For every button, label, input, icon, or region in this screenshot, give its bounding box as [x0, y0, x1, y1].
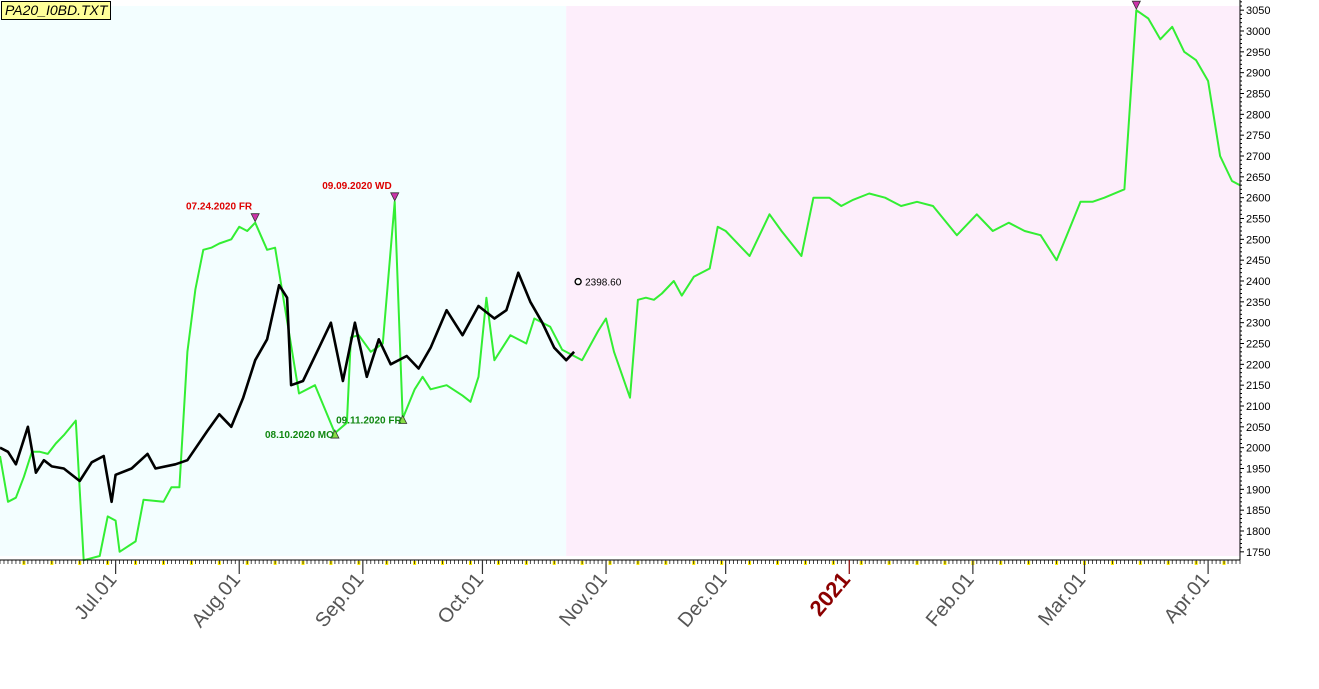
- y-tick-label: 2050: [1246, 422, 1270, 434]
- y-tick-label: 2750: [1246, 130, 1270, 142]
- low-marker-icon: [330, 429, 340, 439]
- y-tick-label: 2300: [1246, 318, 1270, 330]
- y-tick-label: 2900: [1246, 68, 1270, 80]
- high-marker-icon: [250, 213, 260, 223]
- series-layer: 2398.60: [0, 9, 1241, 562]
- y-tick-label: 2800: [1246, 109, 1270, 121]
- x-month-label: Sep.01: [311, 569, 369, 632]
- x-year-label: 2021: [804, 567, 855, 621]
- history-background: [0, 6, 567, 556]
- y-tick-label: 2450: [1246, 255, 1270, 267]
- y-tick-label: 1900: [1246, 484, 1270, 496]
- y-tick-label: 2100: [1246, 401, 1270, 413]
- x-month-label: Jul.01: [70, 569, 121, 624]
- annotation-layer: 07.24.2020 FR 09.09.2020 WD 08.10.2020 MO0…: [186, 0, 1141, 441]
- y-tick-label: 1750: [1246, 547, 1270, 559]
- last-value-marker: [574, 277, 582, 286]
- y-tick-label: 2000: [1246, 443, 1270, 455]
- y-tick-label: 2250: [1246, 339, 1270, 351]
- y-tick-label: 2400: [1246, 276, 1270, 288]
- high-annotation-label: 07.24.2020 FR: [186, 202, 253, 213]
- y-tick-label: 1850: [1246, 505, 1270, 517]
- low-annotation-label: 09.11.2020 FR: [336, 416, 402, 427]
- y-tick-label: 3000: [1246, 26, 1270, 38]
- y-tick-label: 2550: [1246, 214, 1270, 226]
- x-month-label: Nov.01: [555, 569, 612, 631]
- high-marker-icon: [1131, 0, 1141, 11]
- y-tick-label: 2700: [1246, 151, 1270, 163]
- high-marker-icon: [390, 192, 400, 202]
- y-axis: 1750 1800 1850 1900 1950 2000 2050 2100 2150 2200…: [1239, 0, 1270, 560]
- low-marker-icon: [398, 414, 408, 424]
- y-tick-label: 2950: [1246, 47, 1270, 59]
- forecast-background: [566, 6, 1240, 556]
- x-month-label: Oct.01: [434, 569, 489, 628]
- y-tick-label: 2150: [1246, 380, 1270, 392]
- low-annotation-label: 08.10.2020 MO: [265, 430, 334, 441]
- y-tick-label: 1950: [1246, 464, 1270, 476]
- y-tick-label: 2350: [1246, 297, 1270, 309]
- y-tick-label: 1800: [1246, 526, 1270, 538]
- x-month-label: Mar.01: [1034, 569, 1090, 630]
- y-tick-label: 2500: [1246, 234, 1270, 246]
- ticker-label: PA20_I0BD.TXT: [1, 1, 112, 20]
- x-month-label: Aug.01: [187, 569, 245, 632]
- x-month-label: Feb.01: [922, 569, 979, 631]
- x-month-label: Dec.01: [674, 569, 732, 632]
- actual-price-line: [0, 271, 576, 504]
- high-annotation-label: 09.09.2020 WD: [322, 181, 392, 192]
- y-tick-label: 2600: [1246, 193, 1270, 205]
- x-axis: Jul.01 Aug.01 Sep.01 Oct.01 Nov.01 Dec.01 2021…: [0, 559, 1241, 632]
- last-value-label: 2398.60: [585, 278, 622, 289]
- x-month-label: Apr.01: [1160, 569, 1214, 627]
- y-tick-label: 2650: [1246, 172, 1270, 184]
- y-tick-label: 2850: [1246, 89, 1270, 101]
- y-tick-label: 2200: [1246, 359, 1270, 371]
- y-tick-label: 3050: [1246, 5, 1270, 17]
